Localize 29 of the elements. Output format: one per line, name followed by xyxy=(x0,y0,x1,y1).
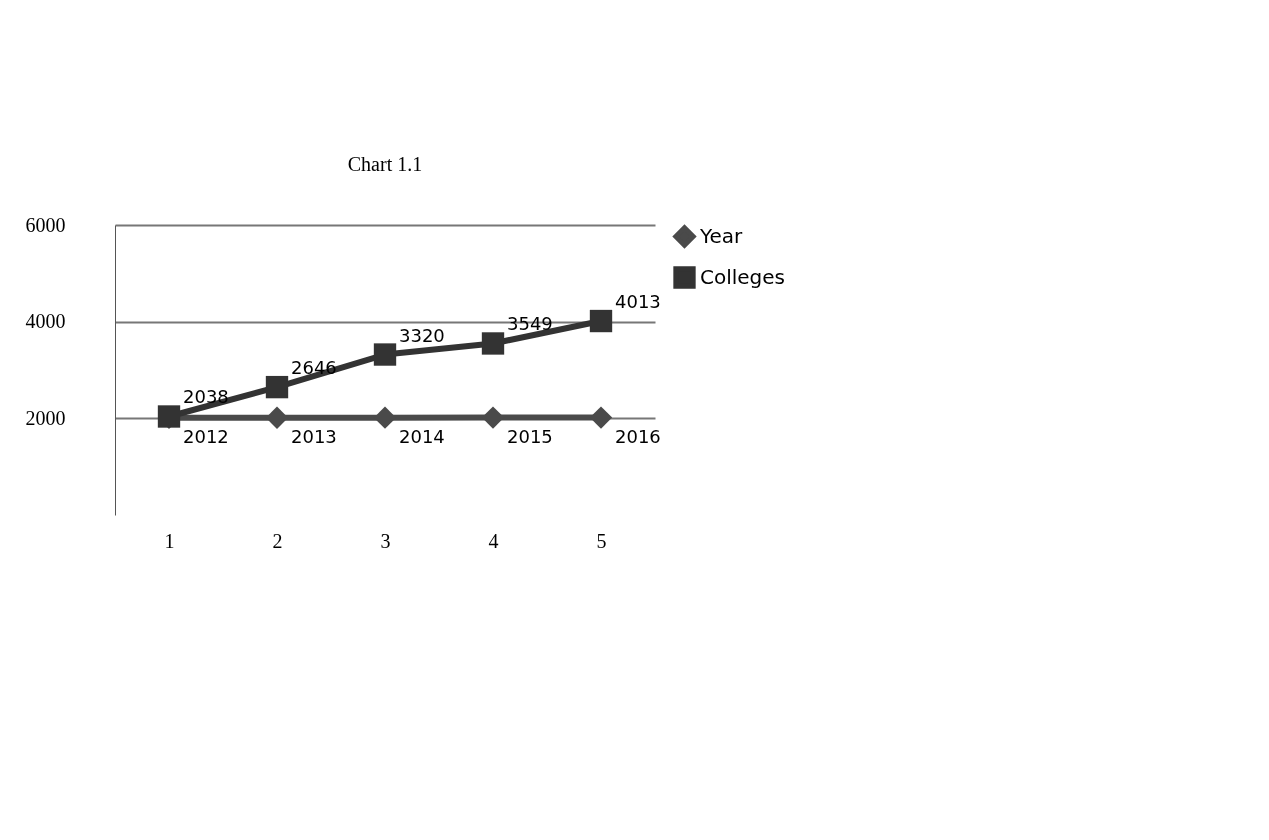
point xyxy=(265,375,289,399)
data-label: 2013 xyxy=(291,425,337,447)
legend-label: Colleges xyxy=(700,264,786,289)
data-label: 2038 xyxy=(183,386,229,408)
data-label: 4013 xyxy=(615,291,661,313)
x-tick-label: 3 xyxy=(380,529,391,552)
data-label: 2012 xyxy=(183,425,229,447)
legend-label: Year xyxy=(699,223,744,248)
x-tick-label: 4 xyxy=(488,529,499,552)
data-label: 3549 xyxy=(507,313,553,335)
point xyxy=(481,406,505,429)
data-label: 2016 xyxy=(615,425,661,447)
data-label: 2015 xyxy=(507,425,553,447)
x-tick-label: 1 xyxy=(164,529,175,552)
point xyxy=(589,309,613,333)
x-tick-label: 5 xyxy=(596,529,607,552)
x-tick-label: 2 xyxy=(272,529,283,552)
data-label: 3320 xyxy=(399,324,445,346)
point xyxy=(373,343,397,366)
point xyxy=(589,406,613,429)
point xyxy=(373,406,397,429)
chart-title: Chart 1.1 xyxy=(347,153,423,175)
y-tick-label: 6000 xyxy=(25,213,66,236)
y-tick-label: 4000 xyxy=(25,310,66,333)
point xyxy=(265,406,289,429)
data-label: 2646 xyxy=(291,357,337,379)
data-label: 2014 xyxy=(399,425,445,447)
y-tick-label: 2000 xyxy=(25,406,66,429)
point xyxy=(481,332,505,355)
